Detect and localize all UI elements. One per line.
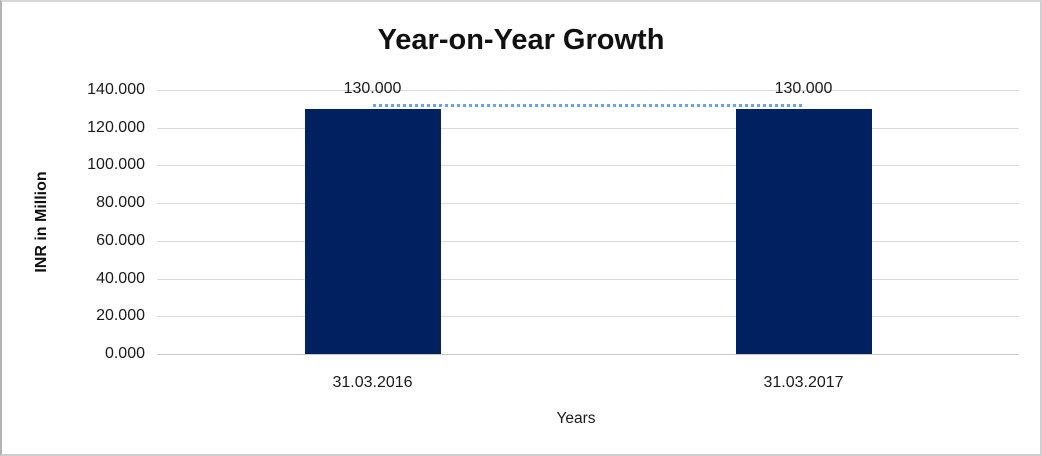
gridline: [157, 203, 1019, 205]
gridline: [157, 165, 1019, 167]
connector-dotted-line: [372, 103, 804, 107]
gridline: [157, 127, 1019, 129]
gridline: [157, 90, 1019, 91]
y-axis-title: INR in Million: [33, 171, 50, 273]
chart-title: Year-on-Year Growth: [377, 24, 665, 56]
y-tick-label: 40.000: [96, 269, 145, 287]
gridline: [157, 278, 1019, 280]
y-tick-label: 100.000: [87, 156, 145, 174]
y-tick-label: 0.000: [104, 345, 145, 362]
x-category-label: 31.03.2016: [332, 374, 413, 391]
bar: [304, 108, 441, 354]
bar-data-label: 130.000: [343, 79, 402, 97]
x-category-label: 31.03.2017: [763, 374, 844, 391]
y-tick-label: 80.000: [96, 194, 145, 212]
bar-data-label: 130.000: [774, 79, 833, 97]
y-tick-label: 60.000: [96, 231, 145, 249]
y-tick-label: 120.000: [87, 118, 145, 136]
x-axis-title: Years: [556, 410, 596, 427]
gridline: [157, 316, 1019, 318]
gridline: [157, 354, 1019, 355]
gridline: [157, 240, 1019, 242]
y-tick-label: 20.000: [96, 307, 145, 325]
bar: [735, 108, 872, 354]
y-tick-label: 140.000: [87, 81, 145, 98]
